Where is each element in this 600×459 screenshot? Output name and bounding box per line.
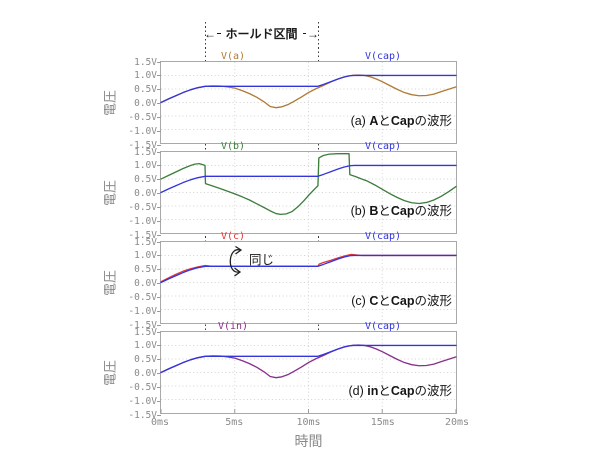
y-tick-label: -1.5V [128, 139, 157, 151]
x-tick-label: 0ms [150, 417, 170, 428]
y-tick-mark [157, 269, 161, 271]
y-tick-mark [157, 400, 161, 402]
y-tick-mark [157, 193, 161, 194]
y-tick-mark [157, 130, 161, 132]
plot-c [160, 242, 457, 323]
y-tick-mark [157, 220, 161, 222]
trace-label-vc: V(c) [220, 231, 246, 242]
trace-label-va: V(a) [220, 51, 246, 62]
plot-b [160, 152, 457, 233]
header-line-left [217, 33, 221, 34]
y-tick-label: -1.5V [128, 409, 157, 421]
trace-label-vin: V(in) [217, 321, 249, 332]
y-tick-mark [157, 414, 161, 416]
y-tick-mark [157, 241, 161, 243]
y-tick-label: 1.0V [134, 340, 157, 352]
y-tick-label: 1.5V [134, 326, 157, 338]
y-tick-mark [157, 324, 161, 326]
y-tick-label: -1.0V [128, 305, 157, 317]
hold-interval-label: ホールド区間 [225, 27, 298, 41]
y-tick-mark [157, 103, 161, 104]
y-tick-mark [157, 359, 161, 361]
y-tick-label: 1.0V [134, 70, 157, 82]
y-tick-mark [157, 255, 161, 257]
y-tick-label: -0.5V [128, 291, 157, 303]
y-tick-label: 1.5V [134, 56, 157, 68]
panel-d: V(in) V(cap) (d) inとCapの波形 1.5V 1.0V 0.5V 0… [128, 321, 457, 421]
x-tick-label: 15ms [370, 417, 395, 428]
x-axis-label: 時間 [294, 433, 323, 449]
y-axis-label-a: 電圧 [102, 89, 118, 116]
y-tick-label: -1.5V [128, 319, 157, 331]
plot-a [160, 62, 457, 143]
y-tick-label: 1.5V [134, 146, 157, 158]
y-tick-label: 0.5V [134, 84, 157, 96]
y-tick-mark [157, 386, 161, 388]
panel-b: V(b) V(cap) (b) BとCapの波形 1.5V 1.0V 0.5V 0.0… [128, 141, 457, 241]
y-tick-mark [157, 116, 161, 118]
trace-label-vcap: V(cap) [364, 321, 402, 332]
y-axis-label-c: 電圧 [102, 269, 118, 296]
y-tick-label: -1.5V [128, 229, 157, 241]
y-tick-mark [157, 61, 161, 63]
y-tick-mark [157, 283, 161, 284]
y-tick-label: 1.0V [134, 160, 157, 172]
y-tick-label: -1.0V [128, 215, 157, 227]
trace-label-vcap: V(cap) [364, 231, 402, 242]
y-tick-mark [157, 296, 161, 298]
y-tick-label: 0.0V [134, 188, 157, 199]
panel-caption-d: (d) inとCapの波形 [348, 384, 452, 398]
y-tick-mark [157, 165, 161, 167]
x-axis: 0ms 5ms 10ms 15ms 20ms [0, 417, 600, 431]
plot-d [160, 332, 457, 413]
panel-caption-c: (c) CとCapの波形 [351, 294, 452, 308]
y-tick-label: 1.0V [134, 250, 157, 262]
x-tick-label: 5ms [225, 417, 244, 428]
y-tick-mark [157, 373, 161, 374]
hold-interval-header: ← ホールド区間 → [204, 26, 319, 41]
y-tick-label: 0.0V [134, 368, 157, 379]
y-tick-mark [157, 75, 161, 77]
y-axis-label-b: 電圧 [102, 179, 118, 206]
trace-label-vcap: V(cap) [364, 51, 402, 62]
panel-c: V(c) V(cap) 同じ (c) CとCapの波形 1.5V 1.0V 0.5V… [128, 231, 457, 331]
y-tick-label: 0.5V [134, 354, 157, 366]
y-tick-mark [157, 144, 161, 146]
panel-caption-b: (b) BとCapの波形 [350, 204, 452, 218]
y-tick-mark [157, 331, 161, 333]
panel-caption-a: (a) AとCapの波形 [350, 114, 452, 128]
rotate-arrow-icon [229, 245, 243, 277]
right-arrow-icon: → [307, 26, 320, 41]
y-tick-mark [157, 345, 161, 347]
y-axis-label-d: 電圧 [102, 359, 118, 386]
x-tick-label: 20ms [444, 417, 470, 428]
trace-label-vcap: V(cap) [364, 141, 402, 152]
y-tick-label: -1.0V [128, 395, 157, 407]
y-tick-label: -0.5V [128, 381, 157, 393]
y-tick-label: 0.0V [134, 278, 157, 289]
same-label: 同じ [249, 253, 275, 267]
same-annotation: 同じ [225, 245, 274, 277]
y-tick-mark [157, 310, 161, 312]
y-tick-mark [157, 179, 161, 181]
header-line-right [302, 33, 307, 34]
y-tick-label: 0.0V [134, 98, 157, 109]
trace-label-vb: V(b) [220, 141, 246, 152]
y-tick-label: 0.5V [134, 174, 157, 186]
y-tick-label: 1.5V [134, 236, 157, 248]
y-tick-mark [157, 234, 161, 236]
y-tick-label: 0.5V [134, 264, 157, 276]
y-tick-label: -0.5V [128, 111, 157, 123]
y-tick-label: -0.5V [128, 201, 157, 213]
x-tick-label: 10ms [296, 417, 321, 428]
y-tick-mark [157, 89, 161, 91]
y-tick-mark [157, 206, 161, 208]
y-tick-mark [157, 151, 161, 153]
left-arrow-icon: ← [204, 26, 216, 41]
y-tick-label: -1.0V [128, 125, 157, 137]
panel-a: V(a) V(cap) (a) AとCapの波形 1.5V 1.0V 0.5V 0.0… [128, 51, 457, 151]
